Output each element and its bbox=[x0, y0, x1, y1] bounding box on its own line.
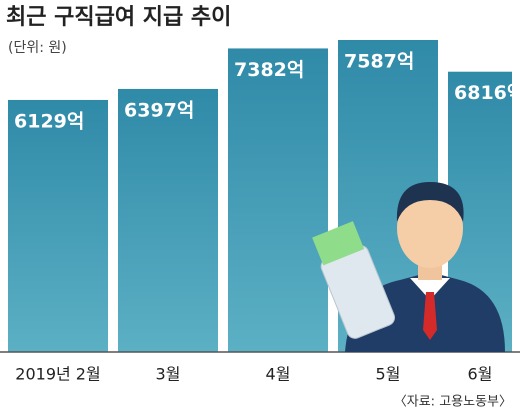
value-label: 7382억 bbox=[234, 59, 304, 81]
bar bbox=[8, 99, 108, 352]
x-tick-label: 5월 bbox=[376, 365, 401, 384]
bar bbox=[228, 48, 328, 353]
x-tick-label: 2019년 2월 bbox=[15, 365, 100, 384]
x-tick-label: 6월 bbox=[468, 365, 493, 384]
person-illustration bbox=[312, 182, 505, 352]
value-label: 7587억 bbox=[344, 51, 414, 73]
chart-title: 최근 구직급여 지급 추이 bbox=[6, 5, 231, 30]
source-note: 〈자료: 고용노동부〉 bbox=[394, 395, 512, 410]
unit-note: (단위: 원) bbox=[8, 40, 67, 56]
x-tick-label: 4월 bbox=[266, 365, 291, 384]
value-label: 6129억 bbox=[14, 110, 84, 132]
bar bbox=[118, 88, 218, 352]
value-label: 6816억 bbox=[454, 82, 520, 104]
x-tick-label: 3월 bbox=[156, 365, 181, 384]
value-label: 6397억 bbox=[124, 99, 194, 121]
